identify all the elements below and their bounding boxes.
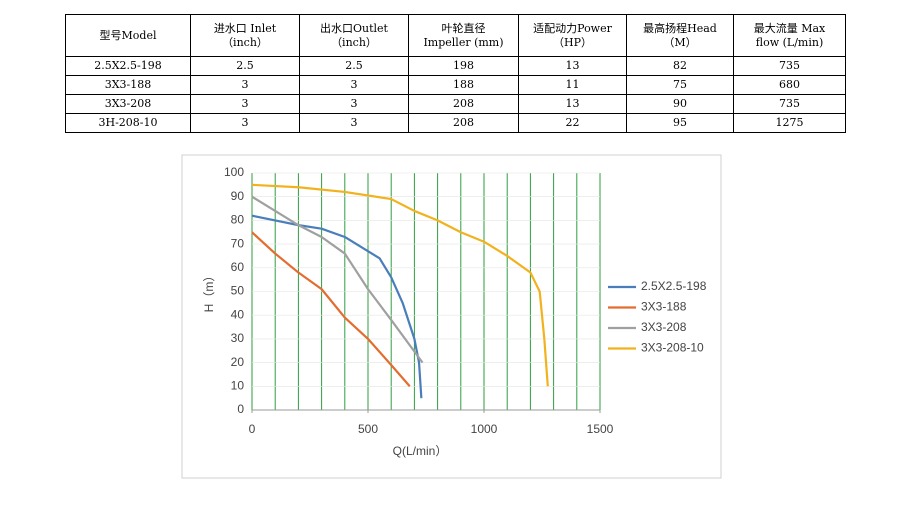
cell-text: 出水口Outlet <box>320 21 388 35</box>
cell-text: （M） <box>663 35 697 49</box>
cell-text: Impeller (mm) <box>423 35 504 49</box>
y-tick-label: 20 <box>231 355 245 369</box>
x-tick-label: 500 <box>358 422 378 436</box>
x-tick-label: 1000 <box>471 422 498 436</box>
legend-label: 3X3-188 <box>641 300 687 314</box>
cell-text: flow (L/min) <box>755 35 824 49</box>
y-axis-label: H（m） <box>202 270 216 313</box>
y-tick-label: 100 <box>224 165 244 179</box>
cell-text: 82 <box>673 59 687 72</box>
cell: 22 <box>518 113 627 133</box>
y-tick-label: 40 <box>231 307 245 321</box>
cell-text: 3 <box>241 97 249 110</box>
cell: 95 <box>626 113 734 133</box>
cell: 208 <box>408 113 519 133</box>
cell-text: 3X3-188 <box>104 78 152 91</box>
cell-text: 208 <box>453 116 474 129</box>
cell-text: 11 <box>565 78 580 91</box>
cell-text: 3 <box>350 116 358 129</box>
cell-text: 2.5 <box>345 59 363 72</box>
cell-text: （inch） <box>222 35 268 49</box>
cell-text: 680 <box>779 78 800 91</box>
cell: 适配动力Power （HP） <box>518 14 627 57</box>
cell-text: 75 <box>673 78 687 91</box>
table-row: 3H-208-10 3 3 208 22 95 1275 <box>65 113 846 133</box>
y-tick-label: 60 <box>231 260 245 274</box>
cell: 最高扬程Head （M） <box>626 14 734 57</box>
cell: 3H-208-10 <box>65 113 191 133</box>
cell: 2.5X2.5-198 <box>65 56 191 76</box>
y-tick-label: 70 <box>231 236 245 250</box>
cell: 型号Model <box>65 14 191 57</box>
series-line <box>251 231 411 388</box>
cell-text: 3 <box>241 116 249 129</box>
cell-text: 13 <box>565 59 580 72</box>
series-line <box>251 214 423 399</box>
cell-text: 198 <box>453 59 474 72</box>
table-row: 3X3-188 3 3 188 11 75 680 <box>65 75 846 95</box>
cell-text: 90 <box>673 97 687 110</box>
cell: 188 <box>408 75 519 95</box>
cell-text: 1275 <box>775 116 804 129</box>
x-tick-label: 1500 <box>587 422 614 436</box>
cell-text: 叶轮直径 <box>441 21 486 35</box>
cell: 出水口Outlet （inch） <box>299 14 409 57</box>
y-tick-label: 0 <box>237 402 244 416</box>
cell-text: 3 <box>350 97 358 110</box>
cell-text: 95 <box>673 116 687 129</box>
cell: 3 <box>190 113 300 133</box>
cell-text: 3 <box>241 78 249 91</box>
cell-text: 适配动力Power <box>533 21 612 35</box>
cell: 2.5 <box>299 56 409 76</box>
cell-text: 最大流量 Max <box>753 21 826 35</box>
y-tick-label: 80 <box>231 213 245 227</box>
series-line <box>251 195 424 364</box>
y-tick-label: 30 <box>231 331 245 345</box>
cell: 进水口 Inlet （inch） <box>190 14 300 57</box>
cell-text: 3 <box>350 78 358 91</box>
cell-text: 2.5 <box>236 59 254 72</box>
legend-label: 3X3-208-10 <box>641 341 704 355</box>
legend-label: 3X3-208 <box>641 320 687 334</box>
cell-text: 735 <box>779 97 800 110</box>
cell-text: （HP） <box>553 35 592 49</box>
y-tick-label: 90 <box>231 189 245 203</box>
cell: 叶轮直径 Impeller (mm) <box>408 14 519 57</box>
cell: 3X3-208 <box>65 94 191 114</box>
cell-text: （inch） <box>331 35 377 49</box>
cell-text: 3X3-208 <box>104 97 152 110</box>
cell: 3X3-188 <box>65 75 191 95</box>
cell-text: 188 <box>453 78 474 91</box>
y-tick-label: 50 <box>231 284 245 298</box>
x-axis-label: Q(L/min） <box>393 444 448 458</box>
table-row: 2.5X2.5-198 2.5 2.5 198 13 82 735 <box>65 56 846 76</box>
legend-label: 2.5X2.5-198 <box>641 279 707 293</box>
cell-text: 3H-208-10 <box>98 116 158 129</box>
series-line <box>251 183 549 387</box>
cell-text: 2.5X2.5-198 <box>94 59 162 72</box>
header-row: 型号Model 进水口 Inlet （inch） 出水口Outlet （inch） 叶轮直… <box>65 14 846 57</box>
cell-text: 进水口 Inlet <box>213 21 277 35</box>
cell-text: 最高扬程Head <box>643 21 717 35</box>
cell-text: 735 <box>779 59 800 72</box>
cell-text: 13 <box>565 97 580 110</box>
cell: 最大流量 Max flow (L/min) <box>733 14 846 57</box>
x-tick-label: 0 <box>249 422 256 436</box>
cell-text: 型号Model <box>99 28 157 42</box>
cell: 1275 <box>733 113 846 133</box>
y-tick-label: 10 <box>231 378 245 392</box>
cell-text: 22 <box>565 116 580 129</box>
spec-table: 型号Model 进水口 Inlet （inch） 出水口Outlet （inch） 叶轮直… <box>65 14 846 133</box>
cell: 735 <box>733 56 846 76</box>
cell-text: 208 <box>453 97 474 110</box>
